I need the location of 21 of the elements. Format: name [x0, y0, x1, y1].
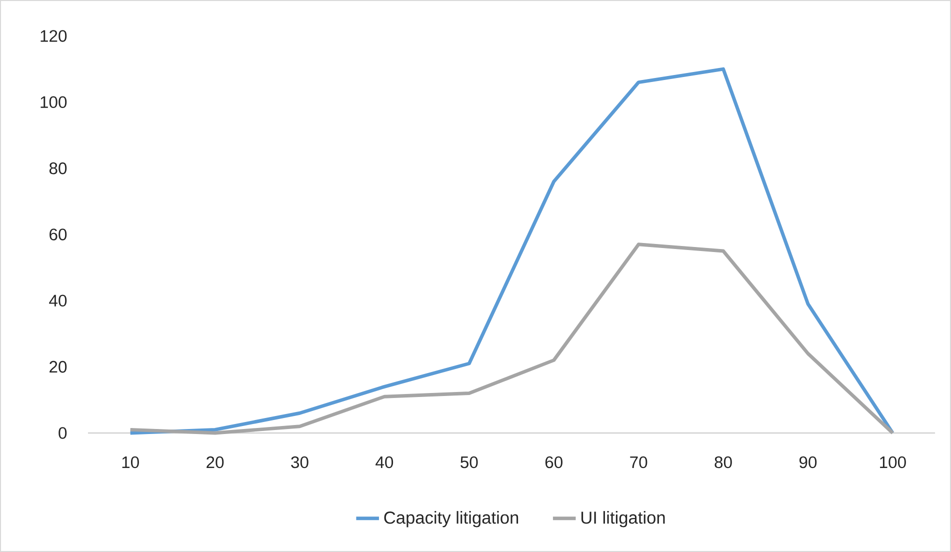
x-tick-label: 50: [460, 456, 478, 468]
x-tick-label: 40: [376, 456, 394, 468]
y-tick-label: 40: [49, 294, 67, 307]
legend-label: Capacity litigation: [384, 511, 518, 528]
line-series: [128, 242, 894, 435]
y-tick-label: 60: [50, 228, 67, 240]
y-tick-label: 0: [58, 427, 67, 439]
y-tick-label: 80: [49, 162, 67, 174]
line-series: [128, 67, 894, 435]
x-tick-label: 10: [122, 456, 139, 468]
x-tick-label: 60: [545, 456, 562, 468]
y-tick-label: 20: [50, 360, 67, 373]
x-tick-label: 80: [714, 456, 732, 468]
x-tick-label: 70: [630, 456, 648, 468]
legend-label: UI litigation: [581, 511, 665, 528]
x-tick-label: 30: [291, 456, 308, 468]
x-tick-label: 90: [799, 456, 817, 468]
x-tick-label: 100: [880, 456, 906, 468]
x-tick-label: 20: [206, 456, 224, 468]
y-tick-label: 100: [40, 96, 67, 108]
y-tick-label: 120: [40, 30, 67, 42]
